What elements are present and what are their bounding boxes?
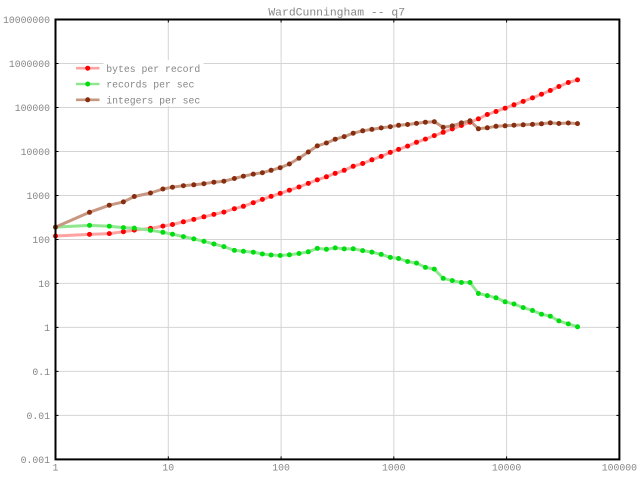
svg-text:100: 100 — [272, 463, 290, 474]
svg-text:bytes per record: bytes per record — [106, 64, 200, 75]
svg-text:10000000: 10000000 — [3, 15, 50, 26]
svg-text:0.001: 0.001 — [21, 455, 51, 466]
svg-text:100000: 100000 — [602, 463, 637, 474]
svg-text:10: 10 — [162, 463, 174, 474]
svg-text:10000: 10000 — [492, 463, 522, 474]
svg-text:1: 1 — [44, 323, 50, 334]
svg-text:records per sec: records per sec — [106, 80, 194, 91]
svg-text:1000000: 1000000 — [9, 59, 50, 70]
svg-text:1: 1 — [53, 463, 59, 474]
svg-text:WardCunningham -- q7: WardCunningham -- q7 — [268, 7, 405, 19]
svg-text:100: 100 — [32, 235, 50, 246]
svg-text:10: 10 — [38, 279, 50, 290]
svg-text:10000: 10000 — [21, 147, 51, 158]
svg-text:1000: 1000 — [26, 191, 50, 202]
svg-text:0.1: 0.1 — [32, 367, 50, 378]
svg-text:100000: 100000 — [15, 103, 50, 114]
svg-text:integers per sec: integers per sec — [106, 95, 200, 106]
svg-text:0.01: 0.01 — [26, 411, 50, 422]
svg-text:1000: 1000 — [382, 463, 406, 474]
